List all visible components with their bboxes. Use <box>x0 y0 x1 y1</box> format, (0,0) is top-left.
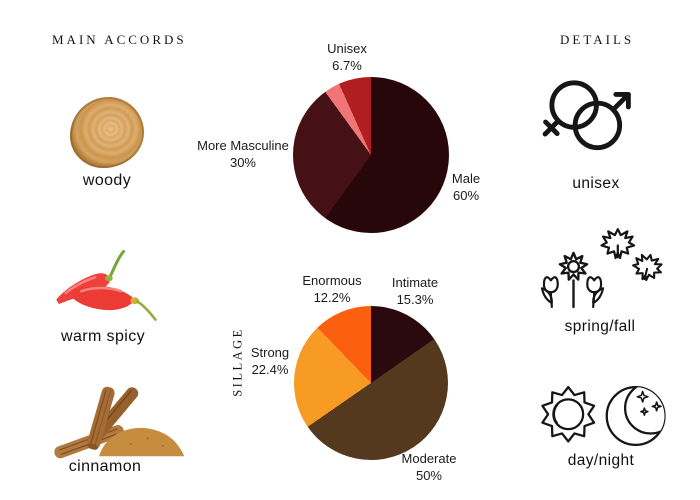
gender-pie-chart <box>293 77 449 233</box>
sillage-pie-label-enormous: Enormous 12.2% <box>302 273 362 306</box>
wood-slice-image <box>70 97 144 168</box>
day-night-icon <box>541 385 666 447</box>
sillage-pie-label-strong: Strong 22.4% <box>250 345 290 378</box>
sillage-axis-label: SILLAGE <box>230 327 245 397</box>
spring-fall-icon <box>540 228 663 309</box>
gender-pie-label-more-masculine: More Masculine 30% <box>197 138 289 171</box>
sillage-pie-chart <box>294 306 448 460</box>
detail-label-unisex: unisex <box>572 175 620 192</box>
accord-label-woody: woody <box>82 172 132 189</box>
gender-pie-label-male: Male 60% <box>451 171 481 204</box>
details-header: DETAILS <box>560 32 635 47</box>
detail-label-spring-fall: spring/fall <box>564 318 636 335</box>
gender-pie-label-unisex: Unisex 6.7% <box>327 41 367 74</box>
detail-label-day-night: day/night <box>567 452 635 469</box>
unisex-gender-icon <box>542 80 631 151</box>
cinnamon-image <box>54 386 185 459</box>
main-accords-header: MAIN ACCORDS <box>52 32 187 47</box>
accord-label-cinnamon: cinnamon <box>68 458 142 475</box>
sillage-pie-label-moderate: Moderate 50% <box>401 451 457 484</box>
sillage-pie-label-intimate: Intimate 15.3% <box>391 275 439 308</box>
accord-label-warm-spicy: warm spicy <box>60 328 146 345</box>
chili-peppers-image <box>56 250 157 321</box>
